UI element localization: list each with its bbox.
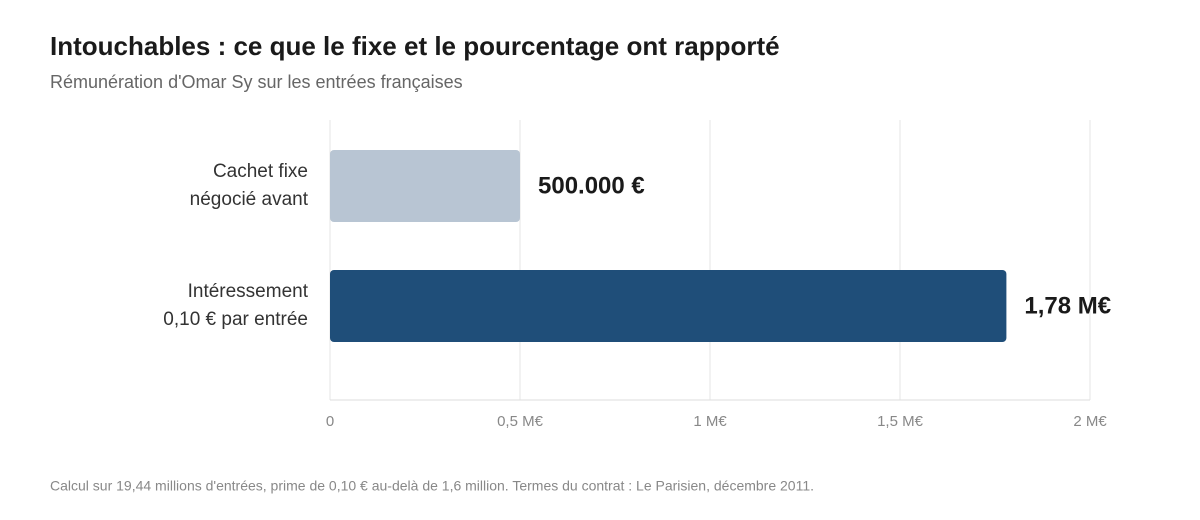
x-tick-label: 1,5 M€ — [877, 413, 924, 430]
y-tick-label: Intéressement — [188, 281, 309, 302]
value-label: 1,78 M€ — [1024, 292, 1111, 319]
x-tick-label: 1 M€ — [693, 413, 727, 430]
bar — [330, 150, 520, 222]
x-tick-label: 0 — [326, 413, 334, 430]
y-tick-label: négocié avant — [190, 189, 309, 210]
chart-title: Intouchables : ce que le fixe et le pour… — [50, 31, 780, 61]
bar — [330, 270, 1007, 342]
x-tick-label: 0,5 M€ — [497, 413, 544, 430]
y-tick-label: Cachet fixe — [213, 161, 308, 182]
x-tick-label: 2 M€ — [1073, 413, 1107, 430]
y-tick-label: 0,10 € par entrée — [163, 309, 308, 330]
value-label: 500.000 € — [538, 172, 645, 199]
chart-subtitle: Rémunération d'Omar Sy sur les entrées f… — [50, 72, 463, 92]
footnote: Calcul sur 19,44 millions d'entrées, pri… — [50, 478, 814, 494]
